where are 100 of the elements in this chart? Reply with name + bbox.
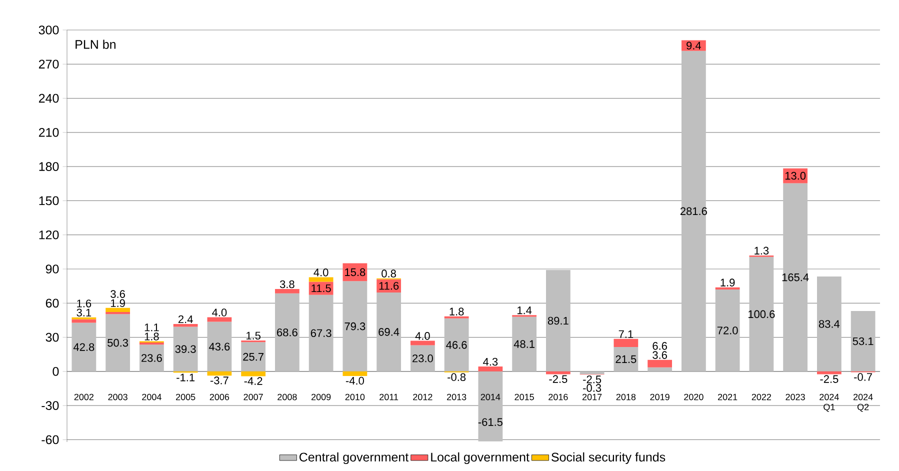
x-tick-label: 2007 <box>244 394 263 400</box>
data-label: 0.8 <box>382 270 396 278</box>
y-tick-label: -30 <box>42 401 59 410</box>
x-tick-label: 2006 <box>210 394 230 400</box>
bar <box>173 326 198 372</box>
x-tick-label: 2016 <box>548 394 568 400</box>
bar <box>207 371 232 376</box>
data-label: 15.8 <box>345 268 366 276</box>
data-label: 25.7 <box>243 352 264 361</box>
legend-label: Social security funds <box>552 452 666 464</box>
x-tick-label: 2023 <box>786 394 805 400</box>
x-tick-label: 2008 <box>278 394 297 400</box>
x-tick-label: 2009 <box>312 394 331 400</box>
data-label: 1.8 <box>144 332 159 340</box>
x-tick-label: 2003 <box>108 394 128 400</box>
data-label: 9.4 <box>686 42 702 50</box>
y-tick-label: 60 <box>46 298 59 308</box>
bar <box>342 263 368 282</box>
bar <box>715 289 740 372</box>
bar <box>308 282 334 295</box>
bar <box>173 324 198 327</box>
data-label: 281.6 <box>680 207 707 216</box>
data-label: 3.1 <box>76 308 92 316</box>
data-label: 6.6 <box>652 342 667 350</box>
data-label: -4.2 <box>244 377 262 385</box>
data-label: 1.8 <box>450 308 464 316</box>
x-tick-label: 2018 <box>616 394 636 400</box>
data-label: -0.8 <box>448 373 466 382</box>
bar <box>648 367 672 372</box>
data-label: 23.6 <box>142 354 162 362</box>
bar <box>342 281 368 372</box>
data-label: -1.1 <box>176 374 195 382</box>
bar <box>682 40 706 51</box>
x-tick-label: 2004 <box>142 394 162 400</box>
data-label: -4.0 <box>346 376 364 385</box>
y-tick-label: 300 <box>38 26 59 34</box>
bar <box>410 340 435 346</box>
data-label: 68.6 <box>277 328 298 336</box>
legend-label: Central government <box>300 452 409 464</box>
data-label: 3.6 <box>652 351 667 359</box>
data-label: 165.4 <box>782 273 809 282</box>
bar <box>106 308 130 312</box>
x-tick-label: 2022 <box>752 394 771 400</box>
data-label: 1.9 <box>720 278 735 286</box>
bar <box>207 317 232 322</box>
bar <box>850 311 876 372</box>
bar <box>580 371 604 374</box>
x-tick-label: 2005 <box>176 394 196 400</box>
bar <box>376 279 402 292</box>
data-label: 69.4 <box>378 328 400 336</box>
y-tick-label: 0 <box>52 367 59 376</box>
bar <box>376 292 402 372</box>
data-label: -0.7 <box>854 373 872 381</box>
legend-label: Local government <box>431 452 530 464</box>
x-tick-label: 2021 <box>718 394 738 400</box>
data-label: 3.8 <box>280 280 294 288</box>
bar <box>546 371 570 374</box>
data-label: 67.3 <box>310 329 332 338</box>
data-label: 1.1 <box>144 324 159 332</box>
bar <box>478 366 503 372</box>
data-label: 13.0 <box>785 172 806 180</box>
data-label: 4.0 <box>212 308 227 316</box>
data-label: 42.8 <box>73 343 94 351</box>
x-tick-label: 2019 <box>650 394 670 400</box>
bar <box>546 270 570 372</box>
data-label: -2.5 <box>820 375 838 383</box>
x-tick-label: 2024 Q2 <box>854 394 873 412</box>
data-label: -2.5 <box>583 376 602 384</box>
data-label: 72.0 <box>717 326 738 334</box>
data-label: 2.4 <box>178 315 193 324</box>
data-label: 43.6 <box>208 342 230 351</box>
bar <box>274 289 300 294</box>
data-label: -3.7 <box>210 376 228 384</box>
bar <box>241 342 266 372</box>
data-label: 21.5 <box>616 355 636 364</box>
bar <box>682 50 706 372</box>
data-label: -0.3 <box>583 384 602 392</box>
bar <box>308 277 334 282</box>
x-tick-label: 2002 <box>74 394 94 400</box>
y-tick-label: 120 <box>39 230 59 240</box>
data-label: 4.0 <box>314 268 328 276</box>
data-label: 50.3 <box>108 338 128 347</box>
data-label: 4.3 <box>483 358 498 366</box>
data-label: 46.6 <box>446 341 467 349</box>
x-tick-label: 2020 <box>684 394 704 400</box>
x-tick-label: 2015 <box>514 394 534 400</box>
bar <box>614 338 638 347</box>
y-tick-label: 270 <box>38 60 59 69</box>
y-axis-title: PLN bn <box>76 40 116 49</box>
data-label: 89.1 <box>548 316 568 325</box>
data-label: -61.5 <box>478 418 503 426</box>
bar <box>749 256 774 372</box>
data-label: 48.1 <box>514 340 534 348</box>
bar <box>444 318 469 372</box>
data-label: 1.5 <box>246 332 260 340</box>
bar <box>817 276 842 372</box>
y-tick-label: 240 <box>38 94 59 103</box>
y-tick-label: 30 <box>46 332 59 342</box>
data-label: 4.0 <box>415 332 430 340</box>
x-tick-label: 2024 Q1 <box>820 394 839 412</box>
